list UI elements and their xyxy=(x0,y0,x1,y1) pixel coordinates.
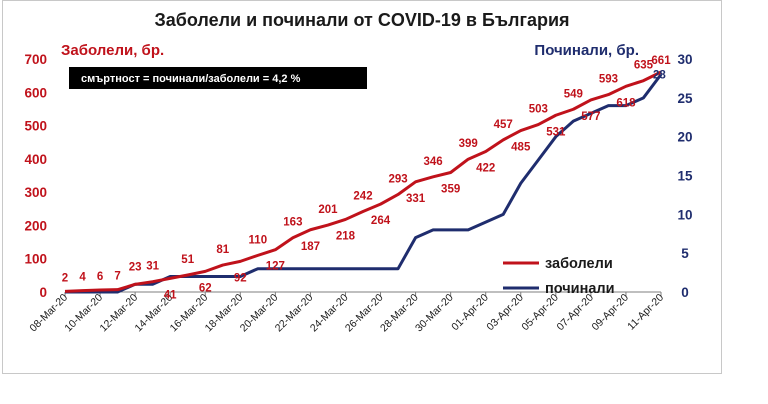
chart-canvas: Заболели и починали от COVID-19 в Българ… xyxy=(24,10,693,335)
data-label-cases: 23 xyxy=(129,261,142,273)
mortality-annotation: смъртност = починали/заболели = 4,2 % xyxy=(69,67,367,89)
y-left-tick-label: 700 xyxy=(24,52,47,67)
y-right-tick-label: 30 xyxy=(677,52,692,67)
x-tick-label: 09-Apr-20 xyxy=(590,292,632,334)
series-line-cases xyxy=(64,70,662,293)
x-tick-label: 05-Apr-20 xyxy=(519,292,561,334)
data-label-cases: 503 xyxy=(529,104,548,116)
data-label-cases: 531 xyxy=(546,126,566,138)
data-label-cases: 201 xyxy=(318,204,338,216)
data-label-cases: 92 xyxy=(234,272,247,284)
data-label-cases: 577 xyxy=(581,111,600,123)
legend: заболели починали xyxy=(503,256,615,297)
y-right-tick-label: 10 xyxy=(677,207,692,222)
data-label-cases: 4 xyxy=(79,272,86,284)
data-label-cases: 549 xyxy=(564,88,583,100)
y-left-tick-label: 0 xyxy=(39,285,47,300)
x-tick-label: 11-Apr-20 xyxy=(625,292,666,333)
data-label-cases: 218 xyxy=(336,230,356,242)
data-label-cases: 422 xyxy=(476,163,495,175)
annotation-box xyxy=(69,67,367,89)
data-label-cases: 163 xyxy=(283,217,302,229)
y-axis-right-title: Починали, бр. xyxy=(534,42,639,59)
data-label-cases: 81 xyxy=(216,244,229,256)
data-label-deaths: 28 xyxy=(653,70,666,82)
y-right-tick-label: 15 xyxy=(677,169,693,184)
y-right-tick-label: 25 xyxy=(677,91,693,106)
data-label-cases: 62 xyxy=(199,282,212,294)
data-label-cases: 51 xyxy=(181,254,194,266)
data-label-cases: 242 xyxy=(353,190,372,202)
legend-label-deaths: починали xyxy=(545,281,615,297)
data-label-cases: 399 xyxy=(459,138,478,150)
x-tick-label: 03-Apr-20 xyxy=(484,292,526,334)
data-label-cases: 187 xyxy=(301,241,320,253)
data-label-cases: 31 xyxy=(146,261,159,273)
data-label-cases: 618 xyxy=(616,97,636,109)
data-label-cases: 485 xyxy=(511,142,531,154)
data-label-cases: 635 xyxy=(634,60,654,72)
y-left-tick-label: 600 xyxy=(24,85,47,100)
chart-frame: Заболели и починали от COVID-19 в Българ… xyxy=(2,0,722,374)
data-label-cases: 7 xyxy=(114,271,120,283)
y-axis-left-title: Заболели, бр. xyxy=(61,42,164,59)
data-label-cases: 41 xyxy=(164,289,177,301)
y-right-tick-label: 20 xyxy=(677,130,692,145)
chart-title: Заболели и починали от COVID-19 в Българ… xyxy=(154,10,569,30)
data-label-cases: 346 xyxy=(424,156,443,168)
legend-label-cases: заболели xyxy=(545,256,613,272)
y-right-tick-label: 5 xyxy=(681,246,689,261)
y-right-tick-label: 0 xyxy=(681,285,689,300)
data-label-cases: 6 xyxy=(97,271,103,283)
x-tick-label: 30-Mar-20 xyxy=(413,292,456,335)
data-label-cases: 264 xyxy=(371,215,391,227)
data-label-cases: 359 xyxy=(441,184,460,196)
y-left-tick-label: 500 xyxy=(24,119,47,134)
y-left-tick-label: 100 xyxy=(24,252,47,267)
data-label-cases: 457 xyxy=(494,119,513,131)
data-label-cases: 2 xyxy=(62,272,68,284)
data-label-cases: 293 xyxy=(388,173,407,185)
data-label-cases: 661 xyxy=(651,55,671,67)
y-left-tick-label: 400 xyxy=(24,152,47,167)
x-tick-label: 01-Apr-20 xyxy=(449,292,491,334)
annotation-text: смъртност = починали/заболели = 4,2 % xyxy=(81,73,301,85)
data-label-cases: 110 xyxy=(249,234,268,246)
data-label-cases: 331 xyxy=(406,193,426,205)
y-left-tick-label: 200 xyxy=(24,218,47,233)
data-label-cases: 593 xyxy=(599,74,618,86)
data-label-cases: 127 xyxy=(266,261,285,273)
y-left-tick-label: 300 xyxy=(24,185,47,200)
x-tick-label: 07-Apr-20 xyxy=(554,292,596,334)
